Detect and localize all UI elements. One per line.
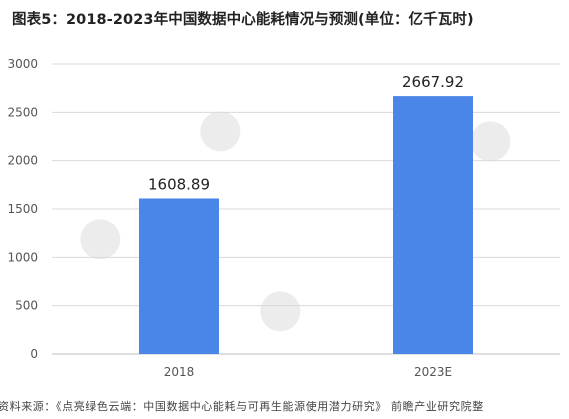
y-tick-label: 1000: [7, 250, 38, 264]
data-label: 1608.89: [148, 175, 210, 193]
y-tick-label: 1500: [7, 202, 38, 216]
data-label: 2667.92: [402, 73, 464, 91]
y-tick-label: 500: [15, 299, 38, 313]
y-tick-label: 2500: [7, 105, 38, 119]
y-axis-ticks: 0 500 1000 1500 2000 2500 3000: [7, 57, 38, 361]
y-tick-label: 0: [30, 347, 38, 361]
data-labels: 1608.89 2667.92: [148, 73, 464, 193]
grid-lines: [52, 63, 560, 355]
source-note: 资料来源：《点亮绿色云端：中国数据中心能耗与可再生能源使用潜力研究》 前瞻产业研…: [0, 400, 484, 413]
x-tick-label: 2018: [164, 365, 195, 379]
bar-2023E: [393, 96, 473, 354]
y-tick-label: 3000: [7, 57, 38, 71]
chart-title: 图表5：2018-2023年中国数据中心能耗情况与预测(单位：亿千瓦时): [12, 12, 474, 28]
bars: [139, 96, 473, 354]
y-tick-label: 2000: [7, 154, 38, 168]
x-axis-ticks: 2018 2023E: [164, 365, 452, 379]
x-tick-label: 2023E: [414, 365, 452, 379]
bar-2018: [139, 198, 219, 354]
